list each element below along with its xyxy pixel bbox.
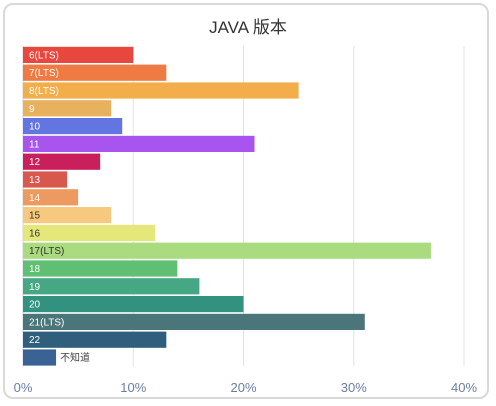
bar-label: 22 xyxy=(29,335,41,346)
bar[interactable] xyxy=(23,296,244,313)
bar[interactable] xyxy=(23,224,156,241)
bar-label: 不知道 xyxy=(60,351,90,364)
x-axis-ticks: 0% 10% 20% 30% 40% xyxy=(14,380,478,395)
bar-label: 21(LTS) xyxy=(29,317,64,328)
bar[interactable] xyxy=(23,82,299,99)
bar-label: 18 xyxy=(29,264,41,275)
bar[interactable] xyxy=(23,207,112,224)
bar-label: 10 xyxy=(29,122,41,133)
bar[interactable] xyxy=(23,100,112,117)
bar[interactable] xyxy=(23,189,79,206)
bar-label: 15 xyxy=(29,211,41,222)
bar-label: 19 xyxy=(29,282,41,293)
x-tick-label: 30% xyxy=(341,380,367,395)
bar-label: 12 xyxy=(29,157,41,168)
bar[interactable] xyxy=(23,135,255,152)
bar[interactable] xyxy=(23,171,68,188)
grid-lines xyxy=(22,46,465,367)
bar-label: 16 xyxy=(29,228,41,239)
bar-label: 11 xyxy=(29,139,40,150)
x-tick-label: 40% xyxy=(451,380,477,395)
bars xyxy=(23,46,431,366)
bar-label: 9 xyxy=(29,104,35,115)
bar-label: 13 xyxy=(29,175,41,186)
bar-labels: 6(LTS) 7(LTS) 8(LTS) 9 10 11 12 13 14 15 16 17(LTS)… xyxy=(29,50,90,364)
bar[interactable] xyxy=(23,278,200,295)
bar[interactable] xyxy=(23,349,57,366)
bar-label: 8(LTS) xyxy=(29,86,59,97)
bar-label: 17(LTS) xyxy=(29,246,64,257)
bar[interactable] xyxy=(23,242,431,259)
bar[interactable] xyxy=(23,118,123,135)
x-tick-label: 20% xyxy=(230,380,256,395)
bar[interactable] xyxy=(23,153,101,170)
chart-title: JAVA 版本 xyxy=(209,18,287,37)
bar-label: 20 xyxy=(29,300,41,311)
bar[interactable] xyxy=(23,46,134,63)
bar[interactable] xyxy=(23,64,167,81)
bar[interactable] xyxy=(23,313,365,330)
bar[interactable] xyxy=(23,331,167,348)
bar[interactable] xyxy=(23,260,178,277)
x-tick-label: 10% xyxy=(120,380,146,395)
bar-label: 7(LTS) xyxy=(29,68,59,79)
x-tick-label: 0% xyxy=(14,380,33,395)
bar-label: 14 xyxy=(29,193,41,204)
bar-label: 6(LTS) xyxy=(29,50,59,61)
